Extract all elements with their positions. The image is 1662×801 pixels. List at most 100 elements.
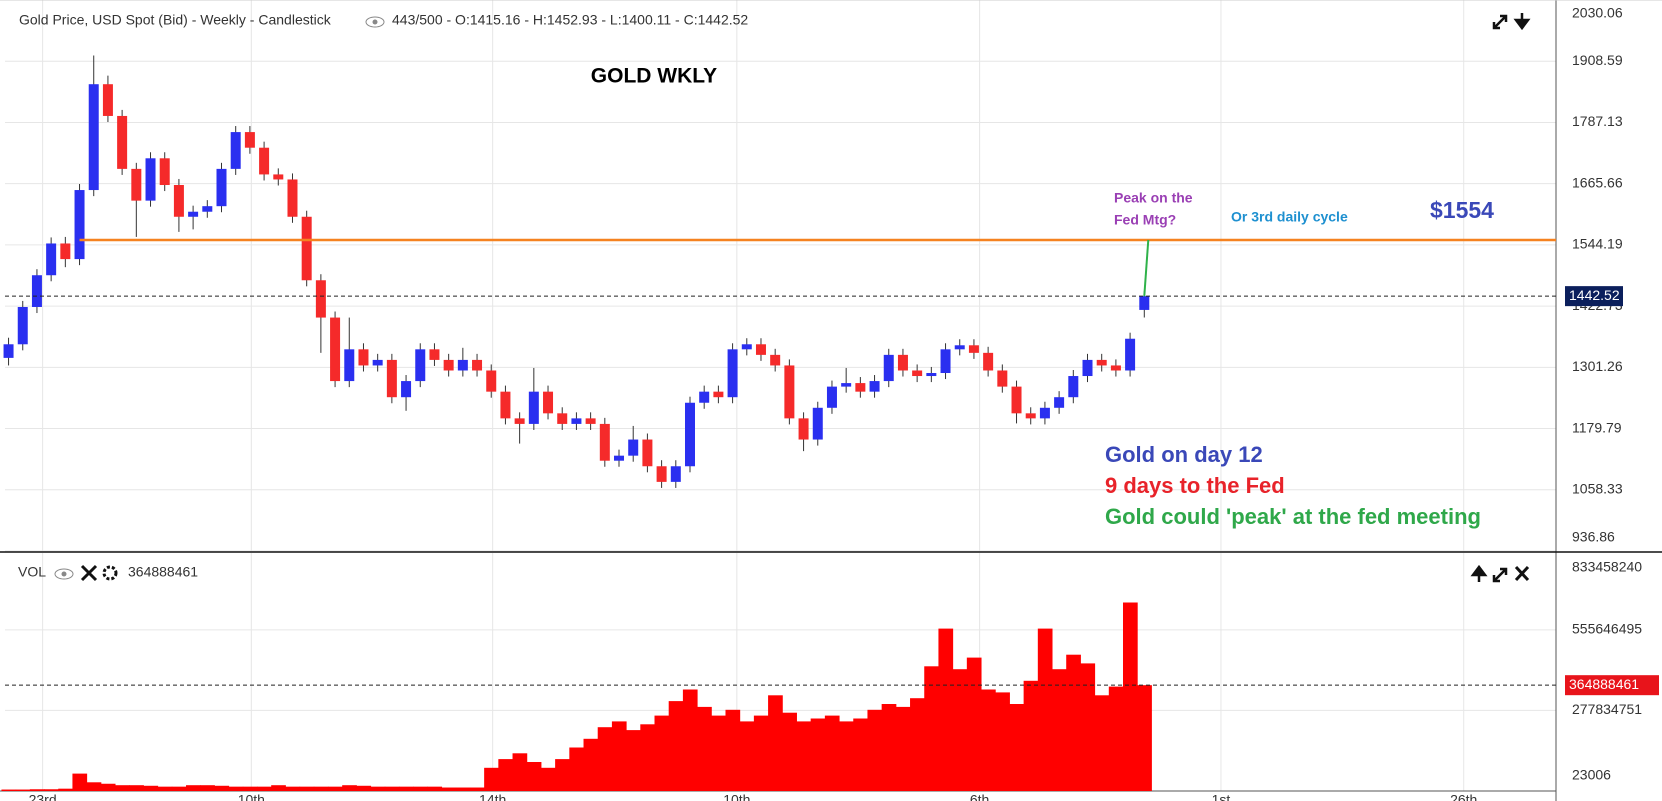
candle-body bbox=[897, 354, 908, 371]
candle-body bbox=[202, 206, 213, 212]
candle-body bbox=[131, 168, 142, 201]
close-icon[interactable] bbox=[80, 564, 98, 582]
candle-body bbox=[684, 402, 695, 467]
note: Gold on day 12 bbox=[1105, 442, 1263, 467]
candle-body bbox=[1025, 413, 1036, 419]
move-down-icon[interactable] bbox=[1513, 13, 1531, 31]
eye-pupil bbox=[372, 19, 378, 25]
eye-icon[interactable] bbox=[54, 568, 74, 580]
candle-body bbox=[443, 359, 454, 371]
candle-body bbox=[60, 243, 71, 260]
note: 9 days to the Fed bbox=[1105, 473, 1285, 498]
candle-body bbox=[330, 317, 341, 382]
volume-bar bbox=[214, 785, 230, 791]
y-tick-label: 1665.66 bbox=[1572, 174, 1623, 190]
candle-body bbox=[401, 381, 412, 398]
volume-bar bbox=[611, 721, 627, 791]
settings-icon[interactable] bbox=[102, 565, 118, 581]
volume-bar bbox=[398, 786, 414, 791]
move-up-icon[interactable] bbox=[1470, 564, 1488, 582]
candle-body bbox=[457, 359, 468, 371]
volume-bar bbox=[327, 786, 343, 791]
candle-body bbox=[1039, 407, 1050, 419]
candle-body bbox=[372, 359, 383, 366]
y-tick-label: 23006 bbox=[1572, 767, 1611, 783]
candle-body bbox=[173, 185, 184, 217]
expand-arrow bbox=[1492, 567, 1508, 583]
candle-body bbox=[997, 370, 1008, 387]
candle-body bbox=[656, 466, 667, 482]
volume-bar bbox=[952, 669, 968, 791]
volume-bar bbox=[15, 789, 31, 791]
expand-arrow bbox=[1492, 14, 1508, 30]
candle-body bbox=[117, 115, 128, 169]
volume-bar bbox=[1094, 695, 1110, 791]
volume-bar bbox=[115, 785, 130, 791]
candle-body bbox=[543, 391, 554, 414]
volume-bar bbox=[1009, 704, 1025, 791]
volume-bar bbox=[569, 747, 585, 791]
expand-icon[interactable] bbox=[1492, 567, 1508, 583]
close-cross bbox=[80, 564, 98, 582]
y-tick-label: 555646495 bbox=[1572, 621, 1642, 637]
volume-bar bbox=[342, 785, 357, 791]
candle-body bbox=[31, 275, 42, 307]
volume-title: VOL bbox=[18, 564, 46, 580]
candle-body bbox=[273, 174, 284, 180]
volume-bar bbox=[739, 721, 755, 791]
volume-bar bbox=[143, 785, 159, 791]
candle-body bbox=[528, 391, 539, 424]
candle-body bbox=[1096, 359, 1107, 366]
annotation: Fed Mtg? bbox=[1114, 212, 1176, 228]
candle-body bbox=[46, 243, 57, 276]
volume-bar bbox=[1052, 669, 1067, 791]
volume-bar bbox=[129, 785, 144, 791]
volume-bar bbox=[469, 787, 485, 791]
candle-body bbox=[188, 211, 199, 217]
candle-body bbox=[628, 439, 639, 456]
volume-bar bbox=[626, 730, 641, 791]
eye-icon[interactable] bbox=[365, 16, 385, 28]
volume-bar bbox=[995, 692, 1010, 791]
candle-body bbox=[841, 383, 852, 387]
candle-body bbox=[159, 158, 170, 186]
candle-body bbox=[429, 349, 440, 360]
volume-bar bbox=[228, 786, 244, 791]
candle-body bbox=[230, 132, 241, 169]
volume-bar bbox=[526, 762, 542, 791]
last-price-box bbox=[1565, 286, 1623, 307]
y-tick-label: 936.86 bbox=[1572, 529, 1615, 545]
volume-bar bbox=[725, 709, 741, 791]
candle-body bbox=[1082, 359, 1093, 377]
last-price-label: 1442.52 bbox=[1569, 287, 1620, 303]
candle-body bbox=[386, 359, 397, 398]
candle-body bbox=[912, 370, 923, 377]
candle-body bbox=[727, 349, 738, 398]
candle-body bbox=[741, 344, 752, 350]
volume-bar bbox=[498, 759, 514, 791]
candle-body bbox=[315, 280, 326, 318]
candle-body bbox=[798, 418, 809, 440]
volume-bar bbox=[881, 704, 897, 791]
up-arrow bbox=[1470, 564, 1488, 582]
candle-body bbox=[216, 168, 227, 207]
candle-body bbox=[983, 352, 994, 371]
volume-bar bbox=[100, 783, 116, 791]
y-tick-label: 1908.59 bbox=[1572, 52, 1623, 68]
volume-bar bbox=[441, 787, 457, 791]
candle-body bbox=[784, 365, 795, 419]
y-tick-label: 1787.13 bbox=[1572, 113, 1623, 129]
candle-body bbox=[1125, 338, 1136, 371]
x-tick-label: 10th bbox=[238, 792, 265, 801]
expand-icon[interactable] bbox=[1492, 14, 1508, 30]
candle-body bbox=[1068, 376, 1079, 398]
volume-bar bbox=[200, 785, 215, 791]
x-tick-label: 14th bbox=[479, 792, 506, 801]
eye-pupil bbox=[61, 571, 67, 577]
eye-outline bbox=[54, 568, 74, 580]
candle-body bbox=[585, 418, 596, 424]
close-icon[interactable] bbox=[1514, 565, 1530, 582]
volume-bar bbox=[72, 773, 88, 791]
volume-bar bbox=[86, 782, 102, 791]
